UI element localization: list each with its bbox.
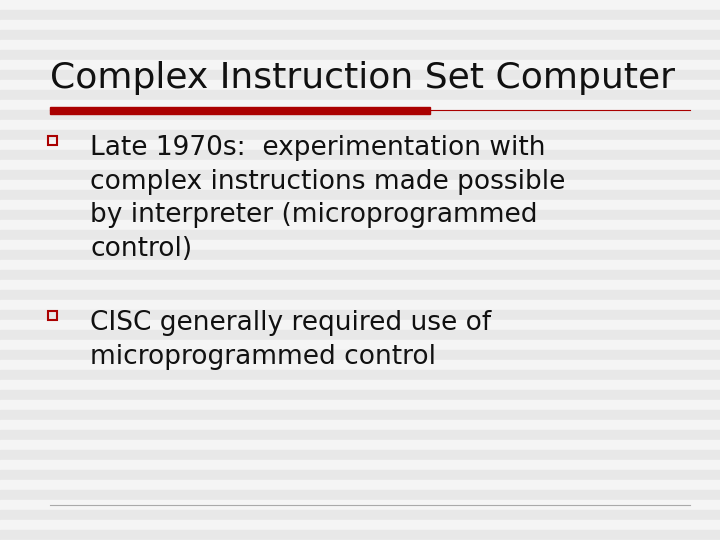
- Bar: [0, 380, 720, 390]
- Bar: [0, 30, 720, 40]
- Text: Late 1970s:  experimentation with
complex instructions made possible
by interpre: Late 1970s: experimentation with complex…: [90, 135, 565, 262]
- Bar: [0, 0, 720, 10]
- Bar: [48, 310, 56, 320]
- Bar: [50, 107, 430, 114]
- Bar: [0, 420, 720, 430]
- Bar: [0, 150, 720, 160]
- Bar: [0, 140, 720, 150]
- Bar: [0, 40, 720, 50]
- Bar: [0, 520, 720, 530]
- Bar: [0, 280, 720, 290]
- Bar: [0, 240, 720, 250]
- Bar: [0, 370, 720, 380]
- Bar: [0, 70, 720, 80]
- Bar: [0, 360, 720, 370]
- Bar: [0, 100, 720, 110]
- Bar: [0, 300, 720, 310]
- Bar: [0, 200, 720, 210]
- Bar: [0, 180, 720, 190]
- Bar: [0, 490, 720, 500]
- Bar: [0, 190, 720, 200]
- Bar: [0, 250, 720, 260]
- Bar: [0, 20, 720, 30]
- Bar: [0, 440, 720, 450]
- Bar: [0, 410, 720, 420]
- Bar: [0, 390, 720, 400]
- Bar: [0, 290, 720, 300]
- Bar: [0, 80, 720, 90]
- Bar: [0, 220, 720, 230]
- Bar: [0, 320, 720, 330]
- Bar: [0, 160, 720, 170]
- Bar: [0, 60, 720, 70]
- Bar: [0, 400, 720, 410]
- Bar: [0, 330, 720, 340]
- Bar: [0, 130, 720, 140]
- Bar: [0, 10, 720, 20]
- Bar: [0, 450, 720, 460]
- Bar: [0, 470, 720, 480]
- Bar: [0, 460, 720, 470]
- Bar: [0, 350, 720, 360]
- Bar: [0, 430, 720, 440]
- Bar: [0, 530, 720, 540]
- Bar: [0, 510, 720, 520]
- Bar: [0, 170, 720, 180]
- Bar: [0, 90, 720, 100]
- Bar: [0, 50, 720, 60]
- Bar: [0, 310, 720, 320]
- Bar: [0, 110, 720, 120]
- Bar: [0, 210, 720, 220]
- Bar: [0, 340, 720, 350]
- Bar: [0, 230, 720, 240]
- Bar: [0, 270, 720, 280]
- Bar: [0, 120, 720, 130]
- Text: Complex Instruction Set Computer: Complex Instruction Set Computer: [50, 61, 675, 95]
- Text: CISC generally required use of
microprogrammed control: CISC generally required use of microprog…: [90, 310, 491, 369]
- Bar: [0, 500, 720, 510]
- Bar: [48, 136, 56, 145]
- Bar: [0, 480, 720, 490]
- Bar: [0, 260, 720, 270]
